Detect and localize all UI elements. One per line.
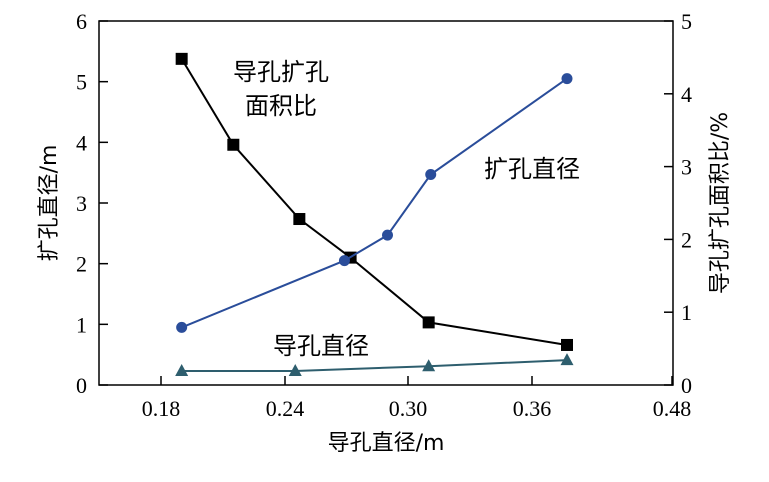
right-axis-tick-label: 2 <box>681 227 692 252</box>
series-line <box>181 77 568 329</box>
data-point <box>382 229 393 241</box>
right-axis-title: 导孔扩孔面积比/% <box>708 112 733 294</box>
left-axis-tick-label: 1 <box>76 312 87 337</box>
right-axis-tick-label: 4 <box>681 82 692 107</box>
annotation-pilot-diameter: 导孔直径 <box>273 332 369 360</box>
left-axis-tick-label: 4 <box>76 130 87 155</box>
right-axis: 0 1 2 3 4 5 <box>664 9 692 398</box>
data-point <box>425 168 437 180</box>
annotation-ratio-line1: 导孔扩孔 <box>233 58 329 86</box>
annotation-expanded-diameter: 扩孔直径 <box>484 155 580 183</box>
x-axis-title: 导孔直径/m <box>328 431 445 456</box>
right-axis-tick-label: 0 <box>681 373 692 398</box>
right-axis-tick-label: 3 <box>681 155 692 180</box>
left-axis-tick-label: 6 <box>76 9 87 34</box>
data-point <box>561 338 573 351</box>
series-2 <box>175 353 574 377</box>
x-axis-tick-label: 0.36 <box>513 396 552 421</box>
data-point <box>176 321 188 333</box>
data-point <box>560 353 574 366</box>
left-axis-tick-label: 5 <box>76 70 87 95</box>
data-point <box>338 255 350 267</box>
data-point <box>293 213 306 226</box>
data-point <box>175 364 189 377</box>
series-1 <box>176 73 573 333</box>
data-point <box>288 364 302 377</box>
data-point <box>175 52 188 65</box>
x-axis-tick-label: 0.18 <box>142 396 181 421</box>
left-axis: 0 1 2 3 4 5 6 <box>76 9 108 398</box>
data-point <box>227 138 240 151</box>
right-axis-tick-label: 5 <box>681 9 692 34</box>
right-axis-tick-label: 1 <box>681 300 692 325</box>
left-axis-tick-label: 3 <box>76 191 87 216</box>
series-line <box>181 359 568 372</box>
x-axis-tick-label: 0.48 <box>653 396 692 421</box>
data-point <box>422 316 435 329</box>
series-line <box>180 58 568 346</box>
bottom-axis: 0.18 0.24 0.30 0.36 0.48 <box>142 376 692 421</box>
series-layer <box>175 52 574 377</box>
x-axis-tick-label: 0.24 <box>266 396 305 421</box>
data-point <box>561 73 573 85</box>
annotation-ratio-line2: 面积比 <box>245 92 317 120</box>
left-axis-tick-label: 0 <box>76 373 87 398</box>
data-point <box>422 359 436 372</box>
x-axis-tick-label: 0.30 <box>389 396 428 421</box>
left-axis-tick-label: 2 <box>76 252 87 277</box>
left-axis-title: 扩孔直径/m <box>37 145 62 262</box>
